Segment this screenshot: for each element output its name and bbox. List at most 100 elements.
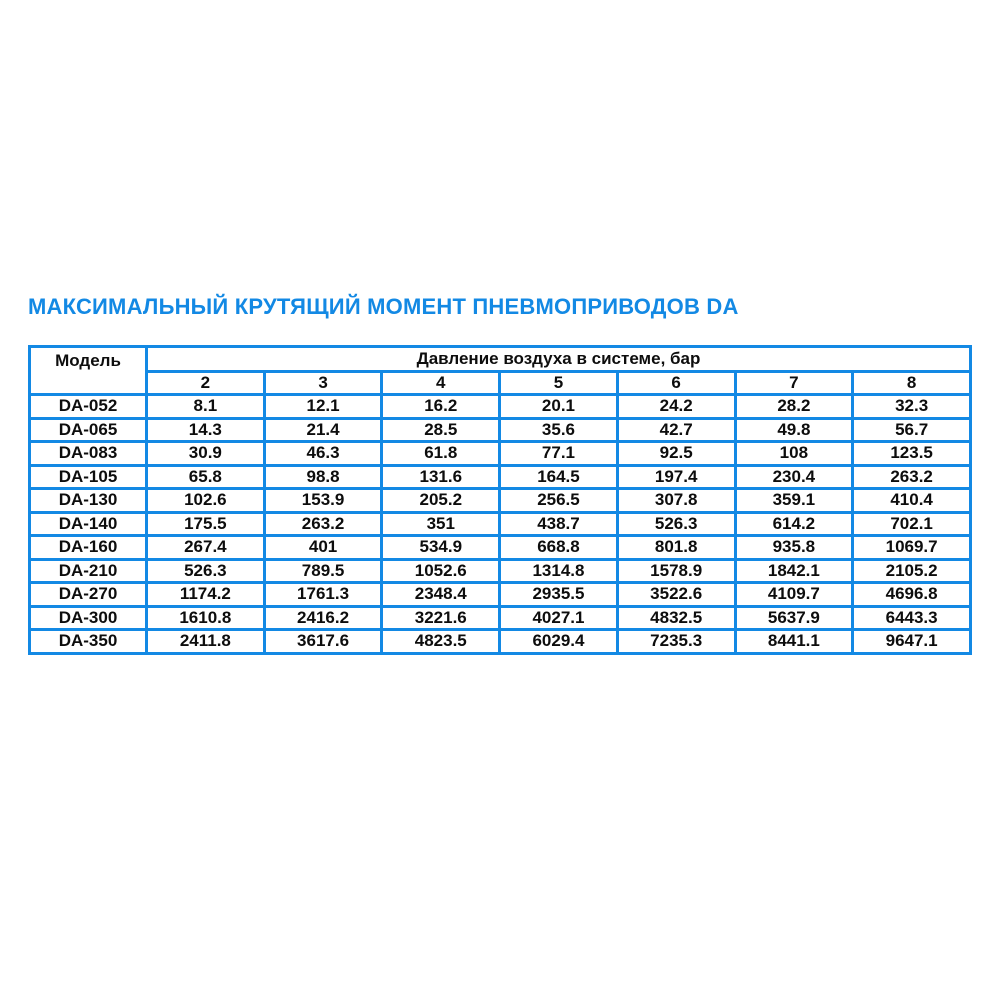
torque-value-cell: 6029.4: [498, 628, 619, 655]
model-cell: DA-300: [28, 604, 148, 631]
torque-value-cell: 7235.3: [615, 628, 737, 655]
torque-value-cell: 14.3: [145, 416, 266, 443]
torque-value-cell: 56.7: [851, 416, 972, 443]
torque-value-cell: 2411.8: [145, 628, 266, 655]
table-row: DA-105 65.8 98.8 131.6 164.5 197.4 230.4 263.2: [28, 463, 972, 490]
torque-value-cell: 16.2: [380, 393, 502, 420]
torque-value-cell: 35.6: [498, 416, 619, 443]
model-cell: DA-140: [28, 510, 148, 537]
model-cell: DA-130: [28, 487, 148, 514]
model-cell: DA-270: [28, 581, 148, 608]
page-title: МАКСИМАЛЬНЫЙ КРУТЯЩИЙ МОМЕНТ ПНЕВМОПРИВО…: [28, 294, 739, 319]
torque-value-cell: 197.4: [615, 463, 737, 490]
torque-value-cell: 8441.1: [733, 628, 855, 655]
torque-value-cell: 175.5: [145, 510, 266, 537]
pressure-group-header: Давление воздуха в системе, бар: [145, 345, 972, 373]
model-cell: DA-105: [28, 463, 148, 490]
torque-value-cell: 131.6: [380, 463, 502, 490]
torque-value-cell: 526.3: [145, 557, 266, 584]
torque-value-cell: 2105.2: [851, 557, 972, 584]
torque-value-cell: 24.2: [615, 393, 737, 420]
pressure-col-header: 8: [851, 370, 972, 396]
group-header-row: Модель Давление воздуха в системе, бар: [28, 345, 972, 396]
model-column-header: Модель: [28, 345, 148, 396]
torque-value-cell: 1069.7: [851, 534, 972, 561]
table-row: DA-130 102.6 153.9 205.2 256.5 307.8 359.1 410.…: [28, 487, 972, 514]
table-row: DA-083 30.9 46.3 61.8 77.1 92.5 108 123.5: [28, 440, 972, 467]
model-cell: DA-052: [28, 393, 148, 420]
torque-value-cell: 263.2: [851, 463, 972, 490]
torque-value-cell: 5637.9: [733, 604, 855, 631]
torque-value-cell: 42.7: [615, 416, 737, 443]
torque-value-cell: 1761.3: [262, 581, 384, 608]
torque-value-cell: 935.8: [733, 534, 855, 561]
torque-value-cell: 61.8: [380, 440, 502, 467]
torque-value-cell: 108: [733, 440, 855, 467]
table-row: DA-270 1174.2 1761.3 2348.4 2935.5 3522.6 4109…: [28, 581, 972, 608]
torque-value-cell: 1174.2: [145, 581, 266, 608]
model-cell: DA-065: [28, 416, 148, 443]
table-row: DA-300 1610.8 2416.2 3221.6 4027.1 4832.5 5637…: [28, 604, 972, 631]
model-cell: DA-083: [28, 440, 148, 467]
torque-value-cell: 8.1: [145, 393, 266, 420]
torque-value-cell: 1314.8: [498, 557, 619, 584]
torque-value-cell: 4696.8: [851, 581, 972, 608]
pressure-col-header: 2: [145, 370, 266, 396]
table-row: DA-052 8.1 12.1 16.2 20.1 24.2 28.2 32.3: [28, 393, 972, 420]
torque-value-cell: 3221.6: [380, 604, 502, 631]
torque-value-cell: 2416.2: [262, 604, 384, 631]
torque-value-cell: 92.5: [615, 440, 737, 467]
torque-value-cell: 702.1: [851, 510, 972, 537]
torque-value-cell: 46.3: [262, 440, 384, 467]
torque-value-cell: 28.2: [733, 393, 855, 420]
torque-table-head: Модель Давление воздуха в системе, бар 2…: [28, 345, 972, 396]
torque-value-cell: 3522.6: [615, 581, 737, 608]
torque-value-cell: 438.7: [498, 510, 619, 537]
torque-value-cell: 789.5: [262, 557, 384, 584]
torque-value-cell: 77.1: [498, 440, 619, 467]
torque-value-cell: 410.4: [851, 487, 972, 514]
torque-value-cell: 28.5: [380, 416, 502, 443]
torque-value-cell: 2935.5: [498, 581, 619, 608]
torque-value-cell: 1842.1: [733, 557, 855, 584]
model-cell: DA-210: [28, 557, 148, 584]
torque-value-cell: 98.8: [262, 463, 384, 490]
table-row: DA-065 14.3 21.4 28.5 35.6 42.7 49.8 56.7: [28, 416, 972, 443]
torque-table-body: DA-052 8.1 12.1 16.2 20.1 24.2 28.2 32.3 DA-065 1…: [28, 393, 972, 655]
torque-value-cell: 1610.8: [145, 604, 266, 631]
torque-value-cell: 20.1: [498, 393, 619, 420]
torque-value-cell: 153.9: [262, 487, 384, 514]
torque-value-cell: 21.4: [262, 416, 384, 443]
torque-value-cell: 4027.1: [498, 604, 619, 631]
pressure-col-header: 3: [262, 370, 384, 396]
torque-value-cell: 1052.6: [380, 557, 502, 584]
torque-value-cell: 3617.6: [262, 628, 384, 655]
torque-value-cell: 256.5: [498, 487, 619, 514]
torque-value-cell: 267.4: [145, 534, 266, 561]
pressure-col-header: 5: [498, 370, 619, 396]
model-cell: DA-160: [28, 534, 148, 561]
torque-value-cell: 49.8: [733, 416, 855, 443]
torque-value-cell: 12.1: [262, 393, 384, 420]
torque-value-cell: 123.5: [851, 440, 972, 467]
torque-value-cell: 4109.7: [733, 581, 855, 608]
torque-value-cell: 526.3: [615, 510, 737, 537]
torque-value-cell: 102.6: [145, 487, 266, 514]
torque-value-cell: 401: [262, 534, 384, 561]
torque-value-cell: 351: [380, 510, 502, 537]
table-row: DA-140 175.5 263.2 351 438.7 526.3 614.2 702.1: [28, 510, 972, 537]
torque-value-cell: 668.8: [498, 534, 619, 561]
torque-value-cell: 2348.4: [380, 581, 502, 608]
pressure-col-header: 4: [380, 370, 502, 396]
torque-table: Модель Давление воздуха в системе, бар 2…: [28, 345, 972, 655]
torque-value-cell: 65.8: [145, 463, 266, 490]
table-row: DA-160 267.4 401 534.9 668.8 801.8 935.8 1069.7: [28, 534, 972, 561]
torque-value-cell: 9647.1: [851, 628, 972, 655]
torque-value-cell: 4823.5: [380, 628, 502, 655]
torque-value-cell: 534.9: [380, 534, 502, 561]
torque-value-cell: 32.3: [851, 393, 972, 420]
torque-value-cell: 4832.5: [615, 604, 737, 631]
torque-value-cell: 359.1: [733, 487, 855, 514]
torque-value-cell: 6443.3: [851, 604, 972, 631]
